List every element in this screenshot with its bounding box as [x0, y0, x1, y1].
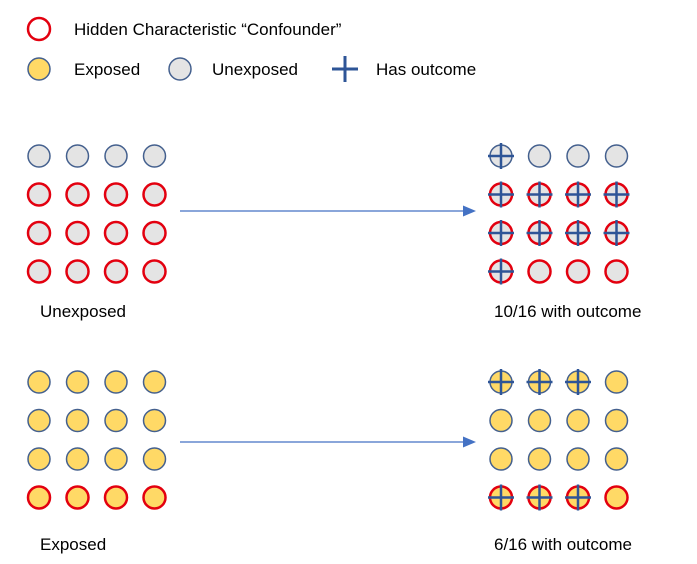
plus-icon: [603, 220, 630, 246]
person-marker: [104, 144, 128, 168]
plus-icon: [526, 369, 553, 395]
plus-icon: [488, 181, 514, 208]
plus-icon: [488, 220, 514, 246]
confounder-person-marker: [103, 485, 129, 510]
plus-icon: [565, 484, 591, 511]
confounder-person-marker: [65, 259, 90, 284]
person-marker: [104, 447, 128, 471]
legend-outcome-label: Has outcome: [376, 60, 476, 79]
confounder-person-marker: [142, 220, 167, 246]
person-marker: [527, 144, 552, 168]
confounder-person-marker: [604, 259, 629, 284]
person-marker: [566, 144, 590, 168]
arrow-unexposed: [180, 205, 476, 217]
confounder-person-marker: [103, 259, 129, 284]
group-label-exposed: Exposed: [40, 535, 106, 554]
confounder-person-marker: [65, 182, 90, 207]
plus-icon: [526, 181, 553, 208]
confounder-person-marker: [26, 182, 52, 207]
legend-unexposed-label: Unexposed: [212, 60, 298, 79]
arrow-exposed: [180, 436, 476, 448]
person-marker: [104, 370, 128, 394]
person-marker: [527, 408, 552, 433]
plus-icon: [526, 220, 553, 246]
person-marker: [65, 447, 90, 471]
person-marker: [489, 408, 513, 433]
plus-icon: [603, 181, 630, 208]
confounder-person-marker: [65, 220, 90, 246]
result-label-exposed: 6/16 with outcome: [494, 535, 632, 554]
grid-unexposed-before: [26, 144, 167, 284]
person-marker: [489, 447, 513, 471]
legend-confounder-label: Hidden Characteristic “Confounder”: [74, 20, 342, 39]
person-marker: [27, 408, 51, 433]
legend-confounder-swatch: [26, 16, 52, 42]
plus-icon: [332, 56, 358, 82]
person-marker: [27, 144, 51, 168]
plus-icon: [565, 220, 591, 246]
person-marker: [27, 370, 51, 394]
panel-exposed: Exposed 6/16 with outcome: [26, 369, 632, 554]
confounder-person-marker: [142, 485, 167, 510]
person-marker: [142, 447, 167, 471]
legend: Hidden Characteristic “Confounder” Expos…: [26, 16, 476, 82]
person-marker: [65, 370, 90, 394]
plus-icon: [488, 484, 514, 511]
grid-exposed-before: [26, 370, 167, 510]
confounder-person-marker: [26, 259, 52, 284]
person-marker: [604, 144, 629, 168]
person-marker: [142, 370, 167, 394]
confounder-person-marker: [26, 485, 52, 510]
panel-unexposed: Unexposed 10/16 with outcome: [26, 143, 641, 321]
person-marker: [604, 447, 629, 471]
confounder-person-marker: [26, 220, 52, 246]
plus-icon: [565, 369, 591, 395]
plus-icon: [488, 369, 514, 395]
person-marker: [65, 144, 90, 168]
confounder-person-marker: [65, 485, 90, 510]
confounder-person-marker: [565, 259, 591, 284]
person-marker: [527, 447, 552, 471]
person-marker: [566, 408, 590, 433]
plus-icon: [526, 484, 553, 511]
group-label-unexposed: Unexposed: [40, 302, 126, 321]
grid-unexposed-after: [488, 143, 630, 285]
confounder-person-marker: [103, 182, 129, 207]
result-label-unexposed: 10/16 with outcome: [494, 302, 641, 321]
person-marker: [27, 447, 51, 471]
confounder-person-marker: [527, 259, 552, 284]
plus-icon: [565, 181, 591, 208]
person-marker: [142, 144, 167, 168]
confounder-person-marker: [142, 182, 167, 207]
grid-exposed-after: [488, 369, 629, 511]
person-marker: [604, 370, 629, 394]
person-marker: [604, 408, 629, 433]
confounder-person-marker: [604, 485, 629, 510]
legend-exposed-label: Exposed: [74, 60, 140, 79]
plus-icon: [488, 258, 514, 285]
confounder-person-marker: [103, 220, 129, 246]
person-marker: [104, 408, 128, 433]
plus-icon: [488, 143, 514, 169]
person-marker: [65, 408, 90, 433]
person-marker: [142, 408, 167, 433]
person-marker: [566, 447, 590, 471]
legend-exposed-swatch: [27, 57, 51, 81]
confounder-person-marker: [142, 259, 167, 284]
legend-unexposed-swatch: [168, 57, 192, 81]
